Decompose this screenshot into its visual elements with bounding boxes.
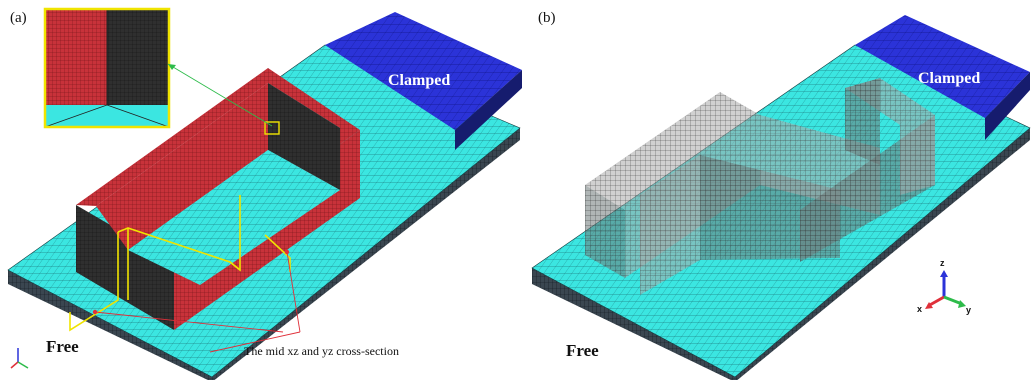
axis-triad-b: [925, 270, 966, 309]
panel-a-annotation: The mid xz and yz cross-section: [244, 344, 399, 358]
annotation-pointers: [94, 251, 301, 353]
panel-b: [531, 15, 1031, 380]
panel-b-clamped-label: Clamped: [918, 70, 981, 87]
panel-b-free-label: Free: [566, 341, 599, 360]
clamped-side-a: [455, 70, 522, 150]
panel-a-clamped-label: Clamped: [388, 72, 451, 89]
ghost-walls: [585, 78, 935, 295]
clamped-side-b: [985, 72, 1030, 140]
box-inner-back-wall-a: [268, 83, 340, 190]
clamped-region-a: [325, 12, 522, 130]
box-inner-left-wall-a: [96, 83, 268, 250]
box-inner-floor-a: [128, 150, 340, 285]
clamped-region-b: [855, 15, 1030, 118]
axis-x-label: x: [917, 304, 923, 314]
corner-highlight-box: [264, 121, 280, 135]
inset-zoom: [43, 7, 171, 129]
panel-a: [7, 7, 522, 380]
axis-triad-a: [10, 348, 29, 369]
inset-pointer-line: [167, 63, 273, 127]
pointer-dot-1: [92, 309, 98, 315]
plate-front-side-b: [532, 268, 735, 380]
plate-right-side-b: [735, 128, 1030, 380]
axis-y-label: y: [966, 305, 972, 315]
panel-a-tag: (a): [10, 10, 27, 26]
panel-b-tag: (b): [538, 10, 556, 26]
cross-section-outlines: [69, 195, 291, 332]
inset-pointer-arrowhead: [168, 64, 176, 70]
pointer-dot-2: [284, 249, 290, 255]
panel-a-free-label: Free: [46, 337, 79, 356]
plate-right-side-a: [212, 128, 520, 380]
axis-z-label: z: [940, 258, 945, 268]
plate-front-side-a: [8, 270, 212, 380]
box-left-wall-a: [76, 205, 174, 330]
